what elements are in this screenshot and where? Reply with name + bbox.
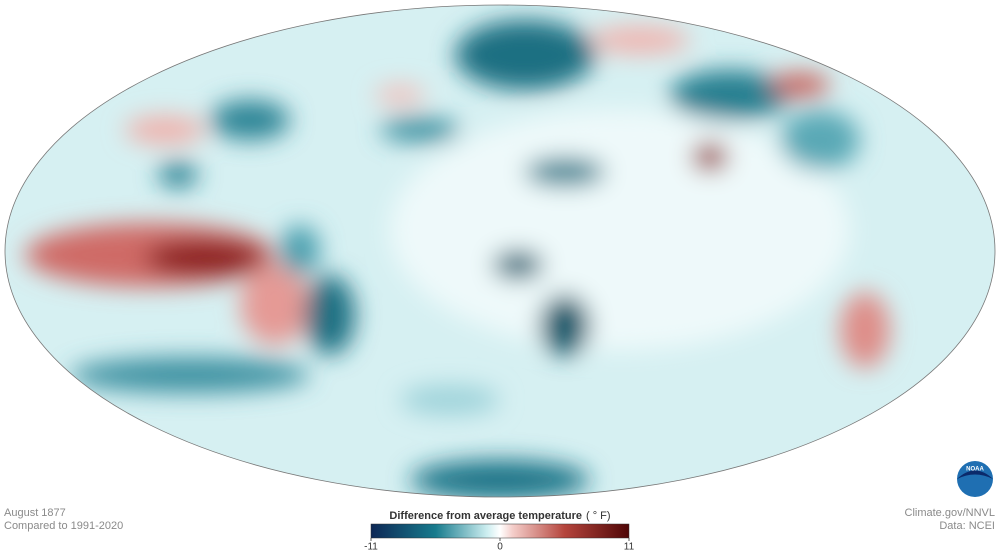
anomaly-patch [525,158,605,186]
colorbar [370,523,630,539]
logo-circle [957,461,993,497]
data-source: Data: NCEI [939,520,995,532]
anomaly-field [25,20,890,497]
anomaly-patch [493,251,543,279]
anomaly-patch [210,100,290,140]
anomaly-patch [380,118,460,142]
anomaly-patch [780,110,860,170]
anomaly-patch [400,385,500,415]
credit: Climate.gov/NNVL [905,507,995,519]
anomaly-patch [540,295,590,355]
anomaly-patch [145,240,265,276]
map-date: August 1877 [4,507,66,519]
baseline: Compared to 1991-2020 [4,520,123,532]
anomaly-patch [280,225,320,275]
legend-title: Difference from average temperature [389,510,582,522]
anomaly-patch [390,110,850,350]
colorbar-tick-label: 11 [624,542,635,553]
world-map [5,5,995,497]
map-outline [4,4,996,498]
anomaly-patch [375,85,425,105]
anomaly-patch [770,73,830,97]
colorbar-tick-label: -11 [364,542,378,553]
anomaly-patch [840,292,890,368]
anomaly-patch [70,357,310,393]
logo-wave [957,470,993,479]
anomaly-patch [410,460,590,497]
anomaly-patch [158,163,198,187]
anomaly-patch [305,275,355,355]
noaa-logo: NOAA [957,461,993,497]
anomaly-patch [692,143,728,171]
anomaly-patch [590,26,690,54]
anomaly-patch [125,116,205,144]
legend-unit: ( ° F) [586,510,611,522]
anomaly-patch [240,265,310,345]
anomaly-patch [670,70,790,120]
logo-text: NOAA [966,467,984,473]
anomaly-patch [455,20,595,90]
colorbar-tick-label: 0 [497,542,503,553]
